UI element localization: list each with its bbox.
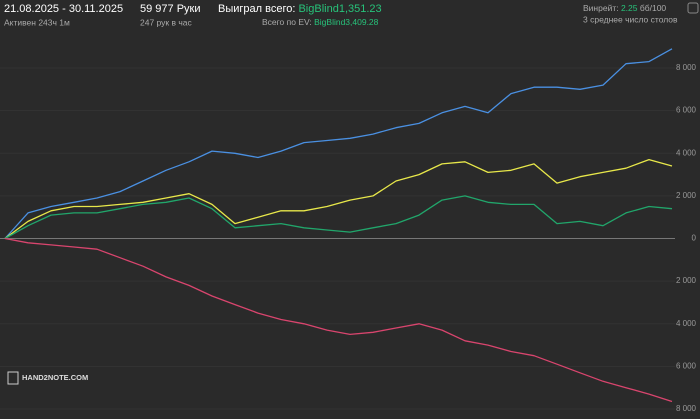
winrate-label: Винрейт: (583, 3, 619, 13)
y-tick-label: 6 000 (676, 361, 697, 370)
won-label: Выиграл всего: (218, 3, 295, 15)
brand: HAND2NOTE.COM (22, 373, 88, 382)
y-tick-label: 0 (692, 234, 697, 243)
y-tick-label: 2 000 (676, 276, 697, 285)
hands-per-hour: 247 рук в час (140, 17, 193, 27)
y-tick-label: 4 000 (676, 148, 697, 157)
avg-tables: 3 среднее число столов (583, 14, 678, 24)
winrate-unit: бб/100 (640, 3, 667, 13)
winrate-value: 2.25 (621, 3, 638, 13)
ev-label: Всего по EV: (262, 17, 312, 27)
series-line (4, 158, 673, 240)
y-tick-label: 8 000 (676, 404, 697, 413)
series-line (4, 195, 673, 240)
settings-icon[interactable] (687, 2, 699, 14)
series-line (4, 48, 673, 239)
y-tick-label: 4 000 (676, 319, 697, 328)
ev-value: BigBlind3,409.28 (314, 17, 379, 27)
series-line (4, 237, 673, 403)
winrate: Винрейт: 2.25 бб/100 (583, 3, 666, 13)
hands: 59 977 Руки (140, 3, 201, 15)
ev: Всего по EV: BigBlind3,409.28 (262, 17, 379, 27)
y-tick-label: 6 000 (676, 106, 697, 115)
y-tick-label: 8 000 (676, 63, 697, 72)
period: 21.08.2025 - 30.11.2025 (4, 3, 123, 15)
won-value: BigBlind1,351.23 (298, 3, 381, 15)
brand-logo (7, 371, 19, 385)
won: Выиграл всего: BigBlind1,351.23 (218, 3, 382, 15)
y-tick-label: 2 000 (676, 191, 697, 200)
active-time: Активен 243ч 1м (4, 17, 70, 27)
